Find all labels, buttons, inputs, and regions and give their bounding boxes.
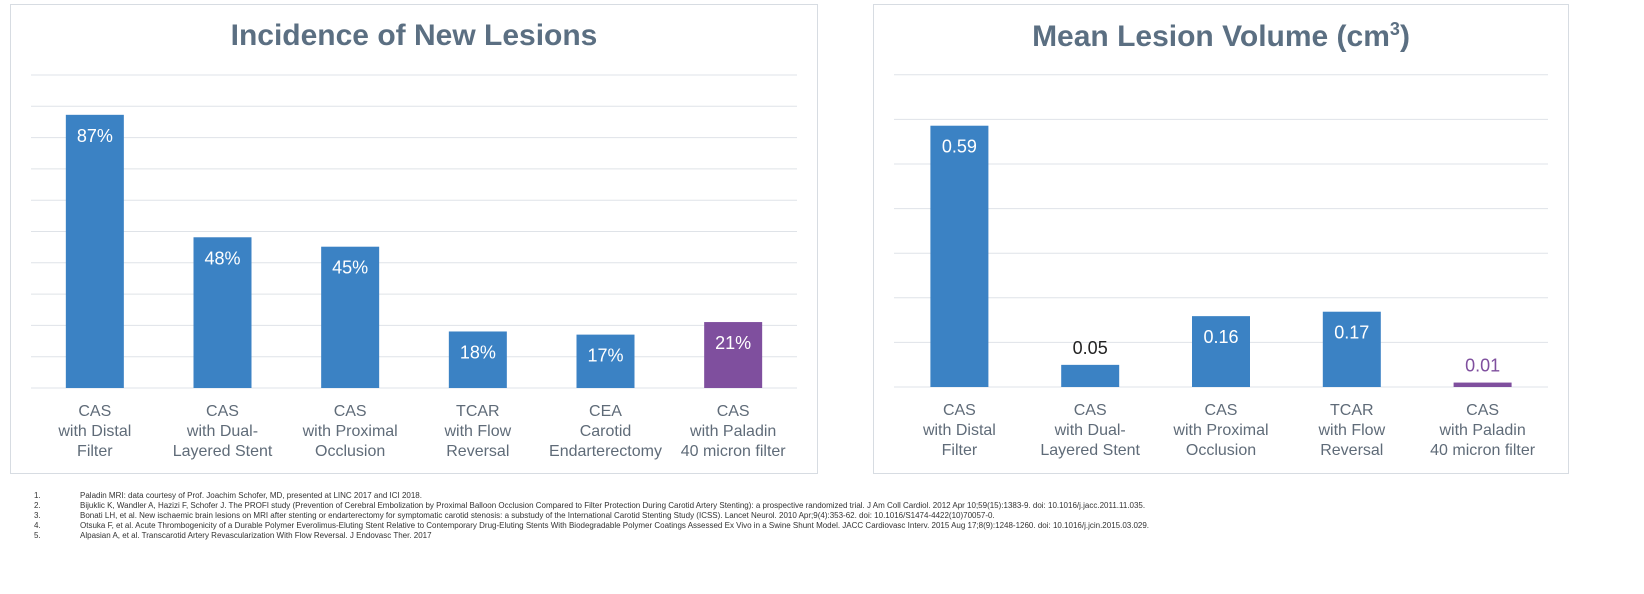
chart-panel-volume: Mean Lesion Volume (cm3) 0.59 CAS with Dis… <box>873 4 1569 474</box>
bar <box>704 322 763 388</box>
footnote-text: Otsuka F, et al. Acute Thrombogenicity o… <box>80 521 1150 530</box>
footnote-text: Bonati LH, et al. New ischaemic brain le… <box>80 511 995 520</box>
bar <box>1453 382 1512 387</box>
footnote-number: 3. <box>34 511 41 520</box>
footnote-number: 1. <box>34 491 41 500</box>
volume-bar-chart: 0.59 CAS with Distal Filter 0.05 CAS with Dual… <box>894 74 1548 459</box>
data-label: 0.16 <box>1203 327 1238 347</box>
data-label: 48% <box>204 248 240 268</box>
data-label: 0.05 <box>1073 338 1108 358</box>
bar <box>193 237 252 388</box>
category-label: TCAR with Flow Reversal <box>1317 402 1385 459</box>
data-label: 21% <box>715 333 751 353</box>
data-label: 0.17 <box>1334 323 1369 343</box>
bar <box>576 334 635 388</box>
footnote-number: 2. <box>34 501 41 510</box>
chart-title-text: Incidence of New Lesions <box>230 19 598 52</box>
data-label: 45% <box>332 258 368 278</box>
chart-title-superscript: 3 <box>1389 19 1400 39</box>
category-label: CAS with Distal Filter <box>57 403 131 460</box>
category-label: CAS with Dual-Layered Stent <box>1040 402 1140 459</box>
category-label: CAS with Proximal Occlusion <box>302 403 398 460</box>
category-label: CAS with Paladin 40 micron filter <box>1430 402 1536 459</box>
data-label: 18% <box>460 342 496 362</box>
footnote: 1. Paladin MRI: data courtesy of Prof. Jo… <box>34 491 1149 501</box>
category-label: CEA Carotid Endarterectomy <box>549 403 662 460</box>
footnote-text: Alpasian A, et al. Transcarotid Artery R… <box>80 531 432 540</box>
data-label: 87% <box>77 126 113 146</box>
data-label: 17% <box>587 346 623 366</box>
chart-title-volume: Mean Lesion Volume (cm3) <box>874 19 1568 54</box>
bar <box>321 246 380 388</box>
footnote: 4. Otsuka F, et al. Acute Thrombogenicity… <box>34 521 1149 531</box>
data-label: 0.59 <box>942 137 977 157</box>
bar <box>930 125 989 387</box>
footnote-text: Paladin MRI: data courtesy of Prof. Joac… <box>80 491 422 500</box>
incidence-bar-chart: 87% CAS with Distal Filter 48% CAS with Dual-L… <box>31 74 797 460</box>
footnote: 5. Alpasian A, et al. Transcarotid Artery… <box>34 531 1149 541</box>
footnote: 3. Bonati LH, et al. New ischaemic brain … <box>34 511 1149 521</box>
category-label: CAS with Dual-Layered Stent <box>173 403 273 460</box>
bar <box>1192 316 1250 387</box>
bar <box>65 114 124 388</box>
bar <box>1322 311 1381 387</box>
category-label: CAS with Distal Filter <box>922 402 996 459</box>
category-label: CAS with Paladin 40 micron filter <box>681 403 787 460</box>
footnote-number: 5. <box>34 531 41 540</box>
category-label: CAS with Proximal Occlusion <box>1172 402 1268 459</box>
bar <box>1061 364 1120 387</box>
chart-title-suffix: ) <box>1399 20 1410 53</box>
footnote-number: 4. <box>34 521 41 530</box>
footnotes: 1. Paladin MRI: data courtesy of Prof. Jo… <box>34 491 1149 541</box>
footnote-text: Bijuklic K, Wandler A, Hazizi F, Schofer… <box>80 501 1146 510</box>
category-label: TCAR with Flow Reversal <box>443 403 511 460</box>
chart-panel-incidence: Incidence of New Lesions 87% CAS with Dist… <box>10 4 818 474</box>
footnote: 2. Bijuklic K, Wandler A, Hazizi F, Schof… <box>34 501 1149 511</box>
chart-title-text: Mean Lesion Volume (cm <box>1032 20 1390 53</box>
chart-title-incidence: Incidence of New Lesions <box>11 19 817 53</box>
bar <box>448 331 507 388</box>
data-label: 0.01 <box>1465 356 1500 376</box>
